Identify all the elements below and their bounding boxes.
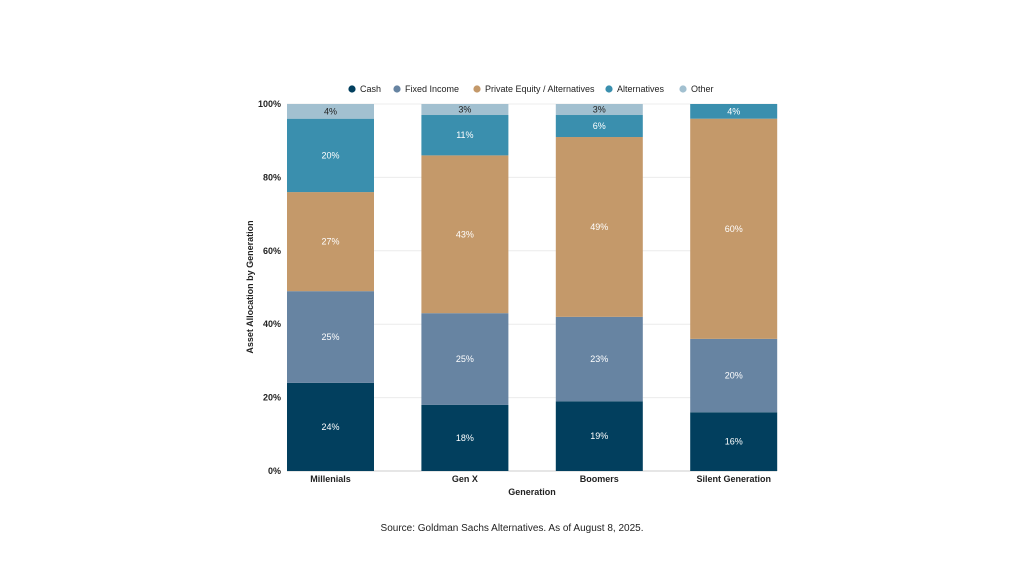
y-axis-ticks: 0% 20% 40% 60% 80% 100%	[258, 99, 281, 476]
data-label: 6%	[593, 121, 606, 131]
data-label: 60%	[725, 224, 743, 234]
legend-label: Other	[691, 84, 714, 94]
bar-segment	[421, 115, 509, 156]
legend-swatch	[679, 85, 687, 93]
data-label: 25%	[321, 332, 339, 342]
data-label: 43%	[456, 229, 474, 239]
bar-segment	[555, 401, 643, 471]
x-axis-title: Generation	[508, 487, 556, 497]
data-label: 3%	[458, 105, 471, 115]
legend-swatch	[473, 85, 481, 93]
bar-segment	[287, 291, 374, 383]
data-label: 4%	[324, 106, 337, 116]
data-label: 25%	[456, 354, 474, 364]
data-label: 4%	[727, 106, 740, 116]
bar-segment	[421, 155, 509, 314]
y-tick-label: 80%	[263, 172, 281, 182]
bar-segment	[421, 404, 509, 471]
bar-segment	[287, 118, 374, 193]
legend-swatch	[605, 85, 613, 93]
bar-segment	[690, 104, 778, 119]
y-tick-label: 0%	[268, 466, 281, 476]
x-tick-label: Boomers	[580, 474, 619, 484]
legend-label: Private Equity / Alternatives	[485, 84, 595, 94]
bar-segment	[421, 313, 509, 405]
bar-segment	[287, 192, 374, 292]
x-tick-label: Silent Generation	[696, 474, 771, 484]
bar-segment	[690, 338, 778, 413]
bar-segment	[555, 115, 643, 138]
data-label: 3%	[593, 105, 606, 115]
bar-segment	[421, 104, 509, 116]
y-tick-label: 60%	[263, 246, 281, 256]
legend-label: Alternatives	[617, 84, 665, 94]
y-tick-label: 40%	[263, 319, 281, 329]
data-label: 24%	[321, 422, 339, 432]
data-label: 18%	[456, 433, 474, 443]
bar-segment	[690, 412, 778, 471]
bar-segment	[555, 316, 643, 402]
source-note: Source: Goldman Sachs Alternatives. As o…	[381, 523, 644, 534]
bar-segment	[555, 137, 643, 317]
data-label: 20%	[321, 150, 339, 160]
data-label: 19%	[590, 431, 608, 441]
y-tick-label: 20%	[263, 393, 281, 403]
data-label: 16%	[725, 437, 743, 447]
y-tick-label: 100%	[258, 99, 281, 109]
bar-segment	[690, 118, 778, 339]
legend-label: Cash	[360, 84, 381, 94]
bar-segment	[287, 382, 374, 471]
data-label: 27%	[321, 237, 339, 247]
x-axis-categories: Millenials Gen X Boomers Silent Generation	[310, 474, 771, 484]
legend-swatch	[348, 85, 356, 93]
y-axis-title: Asset Allocation by Generation	[245, 220, 255, 353]
legend-swatch	[393, 85, 401, 93]
bars: 24% 25% 27% 20% 4% 18% 25% 43% 11% 3% 19% 23% 49% 6% 3…	[287, 104, 778, 471]
data-label: 49%	[590, 222, 608, 232]
data-label: 23%	[590, 354, 608, 364]
bar-segment	[287, 104, 374, 119]
legend: Cash Fixed Income Private Equity / Alterna…	[348, 84, 714, 94]
bar-segment	[555, 104, 643, 116]
x-tick-label: Gen X	[452, 474, 478, 484]
legend-label: Fixed Income	[405, 84, 459, 94]
x-tick-label: Millenials	[310, 474, 351, 484]
data-label: 11%	[456, 130, 473, 140]
data-label: 20%	[725, 371, 743, 381]
